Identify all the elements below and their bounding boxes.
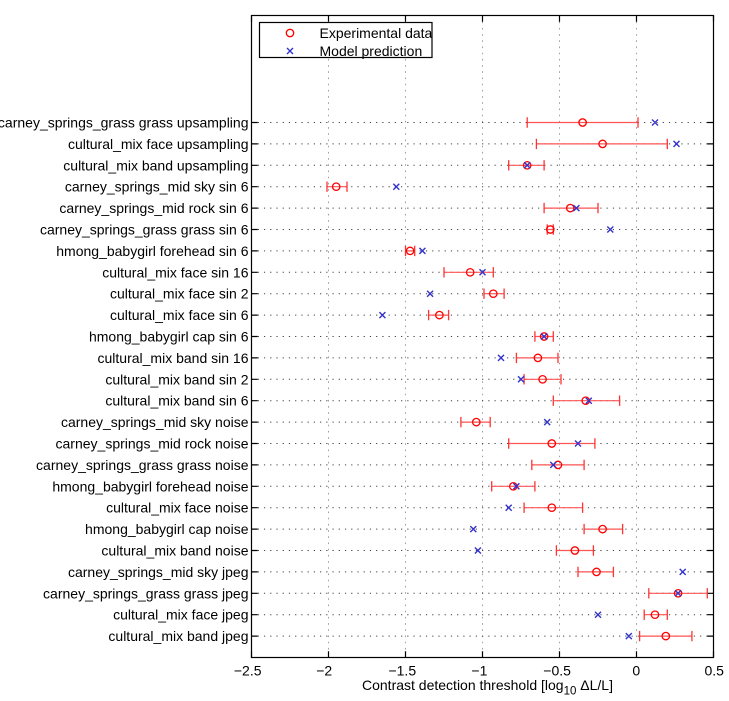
svg-text:carney_springs_grass grass noi: carney_springs_grass grass noise [36, 457, 249, 473]
svg-text:−2: −2 [316, 662, 332, 678]
svg-text:cultural_mix band noise: cultural_mix band noise [101, 543, 248, 559]
svg-text:hmong_babygirl forehead sin 6: hmong_babygirl forehead sin 6 [56, 243, 248, 259]
svg-text:cultural_mix face noise: cultural_mix face noise [106, 500, 249, 516]
svg-text:hmong_babygirl cap sin 6: hmong_babygirl cap sin 6 [89, 329, 249, 345]
svg-text:carney_springs_mid sky noise: carney_springs_mid sky noise [61, 414, 249, 430]
svg-text:−2.5: −2.5 [234, 662, 262, 678]
svg-text:cultural_mix band upsampling: cultural_mix band upsampling [63, 157, 248, 173]
svg-text:carney_springs_mid rock sin 6: carney_springs_mid rock sin 6 [59, 200, 248, 216]
svg-text:cultural_mix band sin 16: cultural_mix band sin 16 [98, 350, 249, 366]
svg-text:hmong_babygirl cap noise: hmong_babygirl cap noise [85, 521, 249, 537]
svg-text:carney_springs_grass grass ups: carney_springs_grass grass upsampling [0, 115, 249, 131]
svg-text:carney_springs_mid sky sin 6: carney_springs_mid sky sin 6 [65, 179, 249, 195]
svg-text:carney_springs_grass grass jpe: carney_springs_grass grass jpeg [43, 585, 248, 601]
svg-text:cultural_mix face upsampling: cultural_mix face upsampling [68, 136, 249, 152]
svg-text:cultural_mix face sin 2: cultural_mix face sin 2 [110, 286, 249, 302]
svg-text:−1.5: −1.5 [388, 662, 416, 678]
svg-text:Model prediction: Model prediction [320, 43, 423, 59]
svg-text:Contrast detection threshold [: Contrast detection threshold [log10 ΔL/L… [362, 677, 613, 698]
svg-text:hmong_babygirl forehead noise: hmong_babygirl forehead noise [52, 478, 248, 494]
svg-text:carney_springs_grass grass sin: carney_springs_grass grass sin 6 [40, 222, 249, 238]
svg-text:cultural_mix face sin 6: cultural_mix face sin 6 [110, 307, 249, 323]
svg-text:carney_springs_mid rock noise: carney_springs_mid rock noise [56, 436, 249, 452]
svg-text:cultural_mix face jpeg: cultural_mix face jpeg [113, 607, 248, 623]
svg-text:carney_springs_mid sky jpeg: carney_springs_mid sky jpeg [68, 564, 249, 580]
svg-text:cultural_mix band jpeg: cultural_mix band jpeg [108, 628, 248, 644]
svg-text:−1: −1 [471, 662, 487, 678]
svg-text:−0.5: −0.5 [543, 662, 571, 678]
svg-text:cultural_mix band sin 6: cultural_mix band sin 6 [105, 393, 248, 409]
svg-text:0: 0 [632, 662, 640, 678]
svg-text:cultural_mix band sin 2: cultural_mix band sin 2 [105, 371, 248, 387]
svg-text:0.5: 0.5 [704, 662, 724, 678]
svg-text:cultural_mix face sin 16: cultural_mix face sin 16 [102, 264, 249, 280]
svg-text:Experimental data: Experimental data [320, 25, 433, 41]
